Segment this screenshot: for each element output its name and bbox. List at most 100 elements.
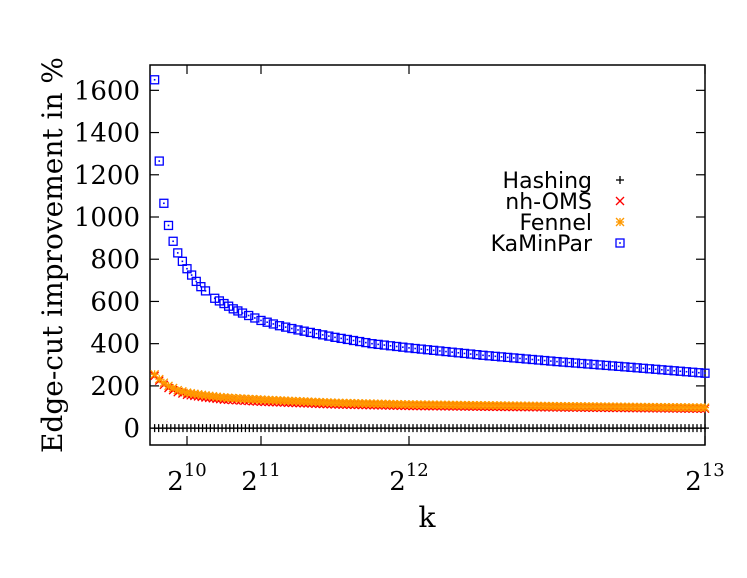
data-point: [441, 346, 451, 357]
data-point: [694, 368, 704, 378]
data-point: [311, 328, 322, 339]
data-point: [159, 198, 169, 208]
data-point: [669, 366, 679, 376]
data-point: [318, 330, 328, 340]
data-point: [330, 332, 340, 342]
legend-marker: [615, 217, 625, 227]
legend-marker: [616, 176, 624, 184]
data-point: [281, 322, 291, 332]
data-point: [256, 315, 266, 326]
data-point: [244, 310, 254, 321]
series-layer: [149, 75, 710, 433]
data-point: [305, 327, 315, 338]
y-tick-label: 1400: [74, 119, 140, 149]
data-point: [385, 341, 396, 351]
data-point: [620, 362, 630, 372]
y-tick-label: 800: [90, 245, 140, 275]
data-point: [367, 339, 377, 349]
data-point: [614, 361, 624, 372]
x-tick-exponent: 11: [258, 460, 281, 481]
y-tick-label: 400: [90, 330, 140, 360]
data-point: [459, 348, 470, 359]
data-point: [644, 364, 655, 374]
data-point: [527, 354, 537, 365]
data-point: [336, 333, 346, 344]
data-point: [564, 357, 574, 368]
y-tick-label: 1600: [74, 76, 140, 106]
x-axis-ticks: 210 211 212 213: [167, 65, 725, 497]
x-tick-exponent: 12: [406, 460, 429, 481]
data-point: [250, 313, 260, 323]
data-point: [632, 363, 642, 373]
data-point: [274, 321, 285, 331]
data-point: [240, 394, 250, 404]
data-point: [422, 345, 433, 355]
data-point: [478, 350, 488, 360]
data-point: [348, 335, 359, 346]
data-point: [540, 355, 550, 366]
data-point: [552, 356, 562, 367]
data-point: [688, 367, 698, 377]
series-hashing: [150, 424, 709, 433]
data-point: [379, 340, 389, 350]
series-fennel: [150, 369, 710, 413]
data-point: [429, 345, 439, 356]
data-point: [700, 403, 710, 413]
data-point: [219, 393, 229, 402]
data-point: [293, 325, 303, 335]
data-point: [392, 341, 402, 352]
data-point: [154, 374, 164, 384]
data-point: [503, 352, 513, 363]
data-point: [700, 368, 710, 378]
data-point: [248, 394, 258, 404]
data-point: [410, 343, 420, 354]
data-point: [324, 331, 334, 341]
data-point: [701, 424, 709, 433]
data-point: [681, 367, 692, 377]
y-tick-label: 1200: [74, 161, 140, 191]
data-point: [447, 347, 457, 357]
y-axis-title: Edge-cut improvement in %: [36, 57, 69, 453]
x-tick-base: 2: [389, 467, 406, 497]
x-tick-label: 212: [389, 460, 428, 497]
x-tick-label: 213: [685, 460, 724, 497]
data-point: [168, 236, 178, 246]
y-axis-ticks: 0 200 400 600 800 1000 1200 1400 1600: [74, 76, 705, 444]
legend-label: Fennel: [519, 211, 592, 236]
data-point: [342, 334, 352, 345]
legend-marker: [615, 238, 625, 248]
data-point: [398, 342, 408, 352]
data-point: [361, 337, 371, 348]
data-point: [299, 326, 309, 336]
data-point: [200, 286, 211, 296]
x-tick-base: 2: [685, 467, 702, 497]
data-point: [638, 363, 648, 373]
x-axis-title: k: [419, 501, 437, 534]
data-point: [355, 336, 365, 347]
data-point: [416, 344, 426, 354]
legend-marker: [615, 196, 625, 206]
legend-label: KaMinPar: [491, 232, 593, 257]
data-point: [589, 359, 599, 370]
data-point: [484, 351, 494, 361]
data-point: [533, 355, 544, 365]
x-tick-exponent: 13: [702, 460, 725, 481]
data-point: [496, 352, 507, 362]
data-point: [404, 343, 414, 353]
x-tick-label: 210: [167, 460, 206, 497]
data-point: [453, 348, 463, 358]
data-point: [163, 220, 174, 231]
data-point: [570, 358, 581, 368]
data-point: [244, 394, 254, 404]
data-point: [583, 359, 593, 369]
data-point: [651, 364, 661, 374]
y-tick-label: 1000: [74, 203, 140, 233]
data-point: [237, 308, 248, 318]
data-point: [558, 357, 568, 367]
data-point: [546, 356, 556, 366]
data-point: [509, 353, 519, 363]
x-tick-label: 211: [241, 460, 280, 497]
data-point: [472, 350, 482, 360]
y-tick-label: 200: [90, 372, 140, 402]
